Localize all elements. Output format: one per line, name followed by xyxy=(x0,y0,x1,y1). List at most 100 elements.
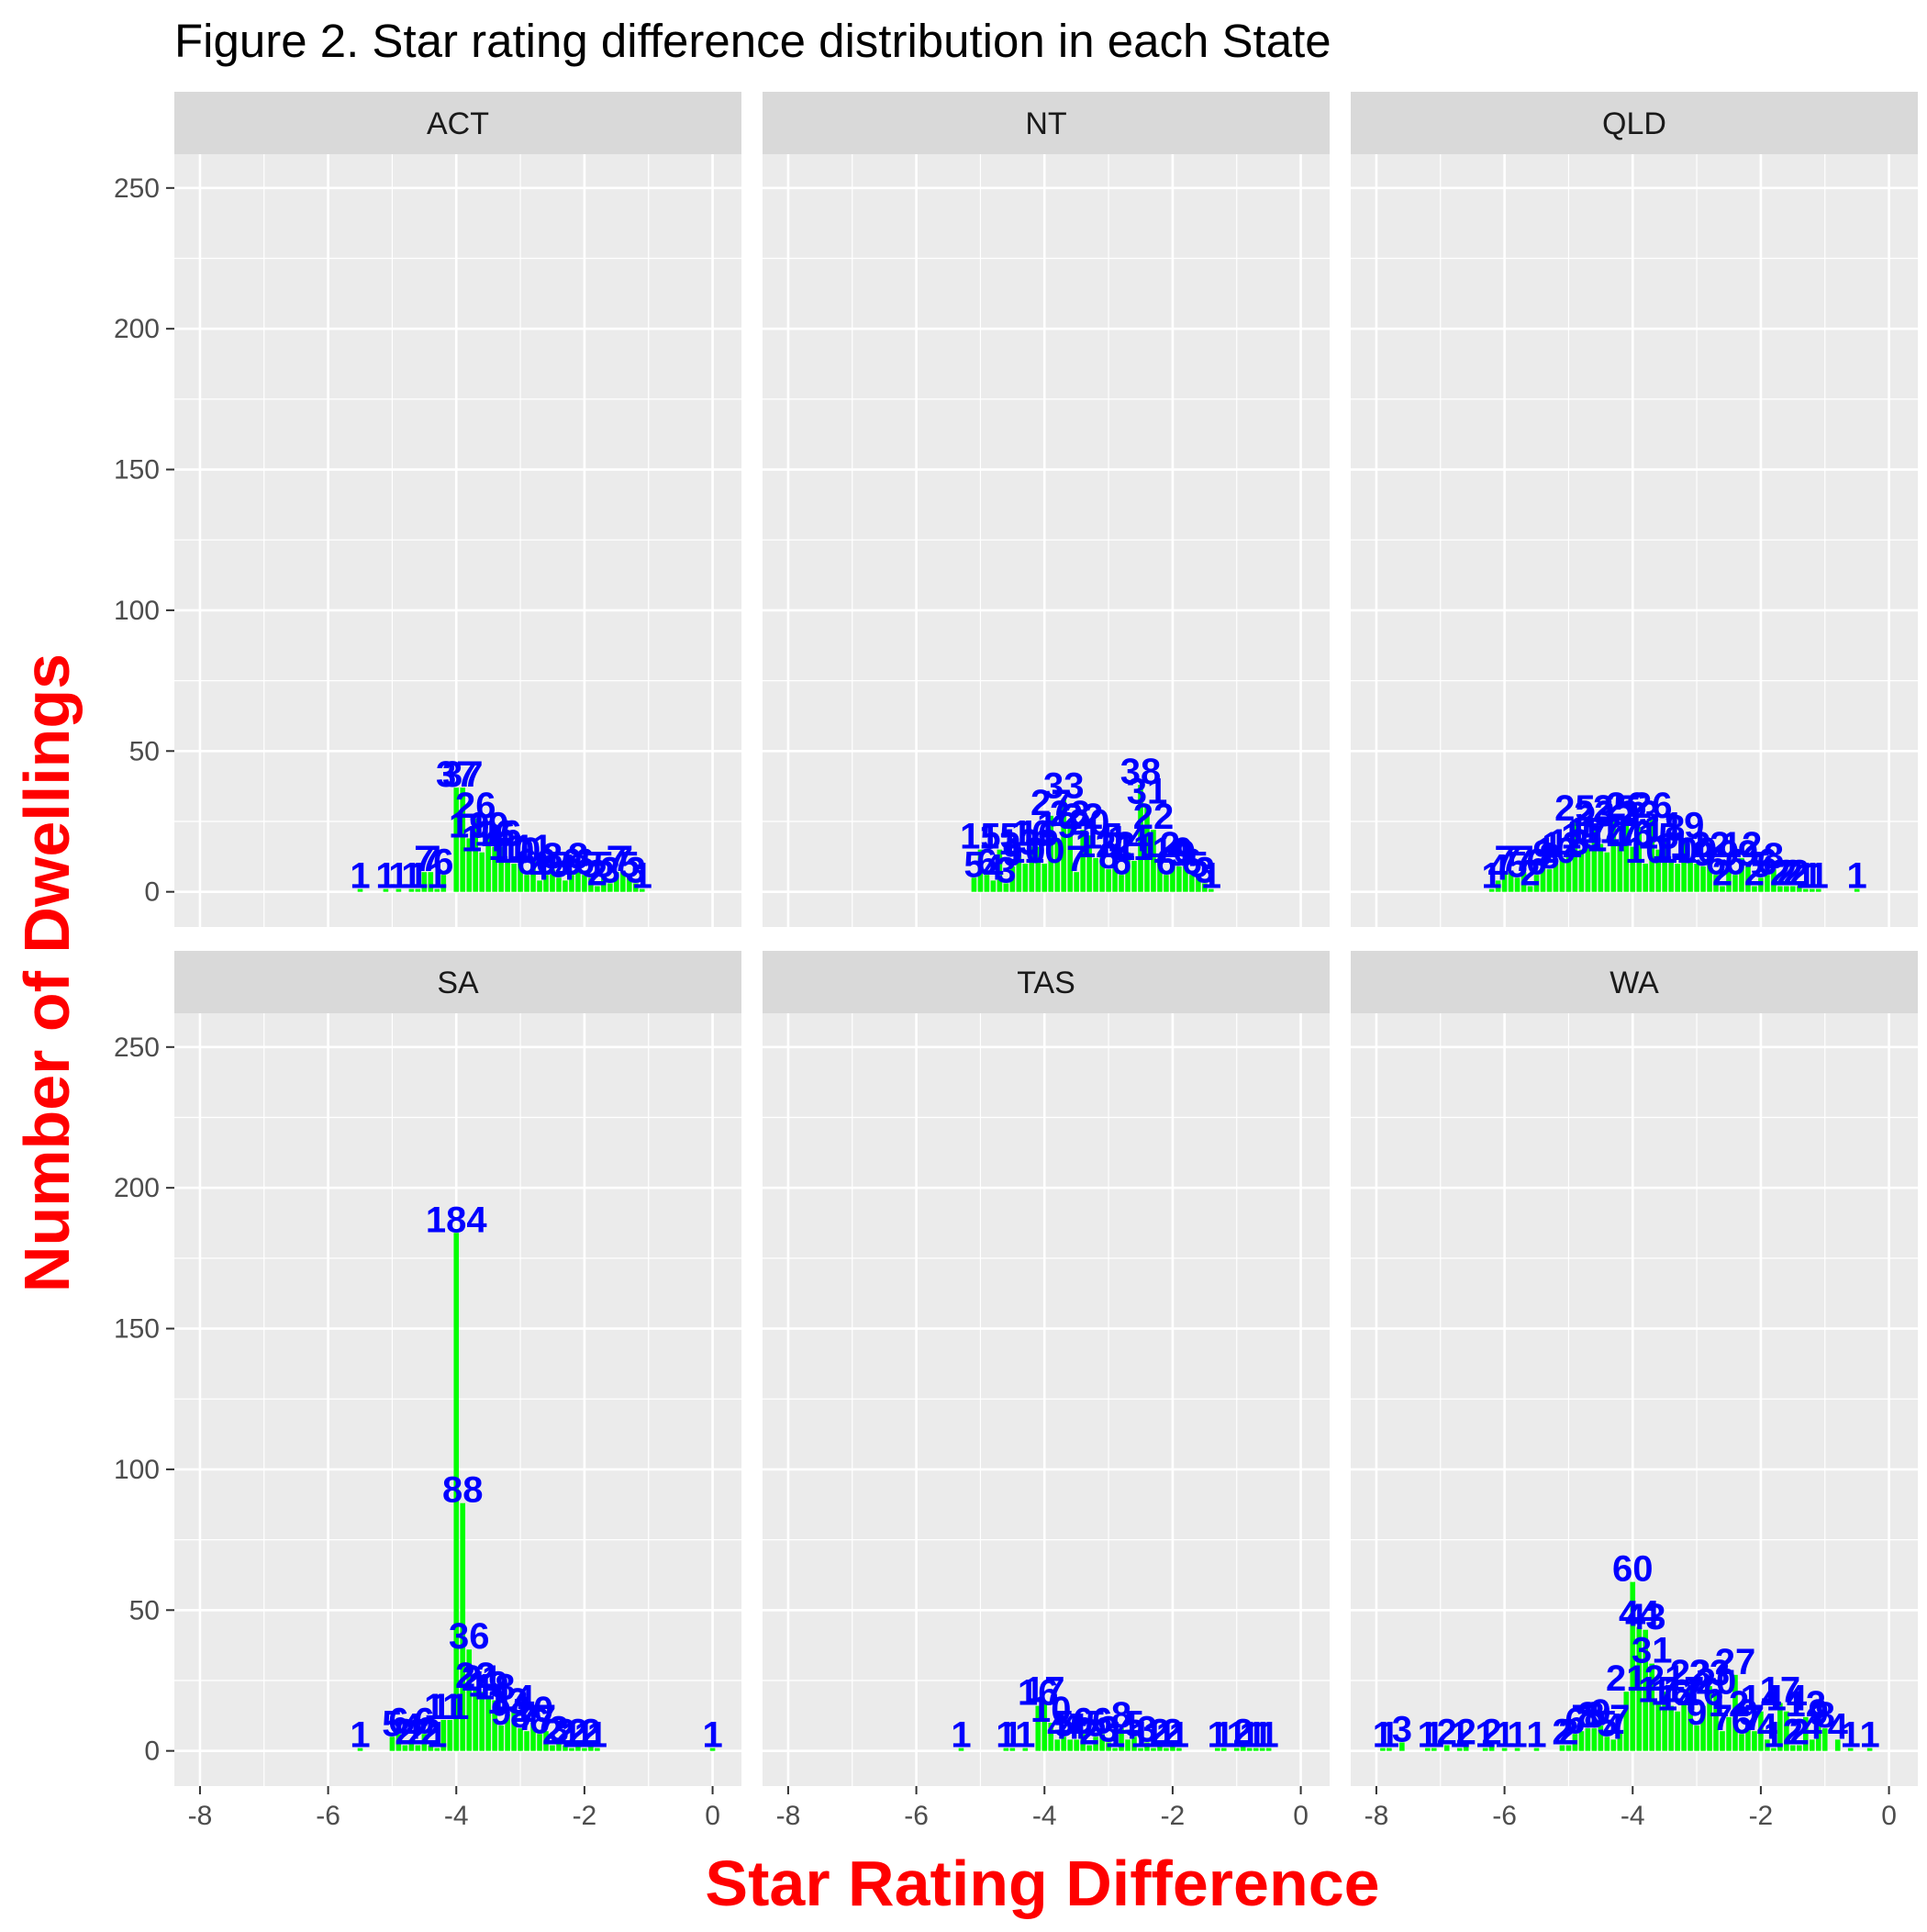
bar xyxy=(1246,1748,1253,1751)
bar xyxy=(1803,888,1809,892)
bar-value-label: 17 xyxy=(1024,1670,1065,1711)
bar xyxy=(984,875,990,892)
y-tick-label: 150 xyxy=(114,455,160,486)
bar-value-label: 2 xyxy=(555,1713,575,1753)
bar-value-label: 12 xyxy=(1786,1684,1827,1725)
bar xyxy=(1585,843,1591,892)
bar xyxy=(1668,860,1674,892)
bar-value-label: 2 xyxy=(407,1713,428,1753)
bar-value-label: 2 xyxy=(1552,1713,1572,1753)
bar xyxy=(1016,854,1022,892)
bar xyxy=(614,872,619,892)
bar-value-label: 1 xyxy=(1526,1715,1546,1756)
bar xyxy=(990,880,997,892)
bar xyxy=(1508,872,1514,892)
bar xyxy=(1164,875,1169,892)
bar-value-label: 14 xyxy=(462,820,503,860)
bar-value-label: 8 xyxy=(1577,1695,1598,1736)
bar xyxy=(1866,1748,1873,1751)
bar xyxy=(1067,827,1073,892)
bar-value-label: 10 xyxy=(1024,831,1065,871)
bar-value-label: 1 xyxy=(1201,856,1221,897)
bar xyxy=(1220,1748,1227,1751)
bar xyxy=(1189,875,1195,892)
bar xyxy=(498,1725,504,1751)
bar-value-label: 7 xyxy=(1744,1698,1765,1738)
bar xyxy=(1029,846,1035,892)
bar-value-label: 3 xyxy=(1392,1709,1412,1749)
bar-value-label: 1 xyxy=(350,856,370,897)
bar-value-label: 5 xyxy=(964,844,984,885)
bar xyxy=(357,888,363,892)
x-tick-label: -4 xyxy=(1032,1801,1057,1831)
bar xyxy=(537,1734,542,1751)
bar-value-label: 7 xyxy=(420,839,440,879)
strip-label-tas: TAS xyxy=(1017,966,1075,1000)
bar xyxy=(1726,866,1732,892)
bar xyxy=(1074,1739,1079,1751)
strip-tas xyxy=(763,951,1330,1013)
bar-value-label: 4 xyxy=(1047,1706,1068,1747)
bar-value-label: 1 xyxy=(1802,856,1822,897)
bar xyxy=(428,872,434,892)
bar-value-label: 43 xyxy=(1625,1597,1666,1637)
bar xyxy=(1520,872,1527,892)
strip-label-wa: WA xyxy=(1610,966,1659,1000)
bar xyxy=(1054,838,1061,892)
bar xyxy=(1681,838,1687,892)
x-tick-label: -4 xyxy=(444,1801,469,1831)
bar xyxy=(563,880,568,892)
bar xyxy=(1572,821,1578,892)
bar xyxy=(1803,1716,1809,1751)
bar xyxy=(556,877,562,892)
bar xyxy=(1700,866,1706,892)
bar xyxy=(550,869,555,892)
bar xyxy=(1681,1703,1687,1751)
bar xyxy=(1655,849,1661,892)
bar xyxy=(428,1745,434,1751)
bar-value-label: 10 xyxy=(494,831,535,871)
bar xyxy=(1630,846,1636,892)
bar xyxy=(524,1731,529,1751)
bar xyxy=(1649,1663,1654,1751)
bar xyxy=(1215,1748,1220,1751)
bar-value-label: 3 xyxy=(626,850,646,890)
bar-value-label: 14 xyxy=(1108,820,1149,860)
bar-value-label: 6 xyxy=(388,1701,408,1741)
bar xyxy=(1578,1731,1585,1751)
bar-value-label: 17 xyxy=(1567,811,1609,852)
bar-value-label: 9 xyxy=(1738,833,1758,874)
bar-value-label: 4 xyxy=(1118,1706,1139,1747)
bar-value-label: 8 xyxy=(1584,1695,1604,1736)
bar-value-label: 3 xyxy=(549,1709,569,1749)
bar-value-label: 9 xyxy=(1169,833,1189,874)
bar-value-label: 2 xyxy=(1456,1713,1476,1753)
panel-background-nt xyxy=(763,154,1330,927)
bar xyxy=(1847,1748,1854,1751)
bar-value-label: 8 xyxy=(1111,1695,1131,1736)
bar xyxy=(575,869,581,892)
panel-background-tas xyxy=(763,1013,1330,1786)
bar xyxy=(1797,886,1802,892)
bar xyxy=(1074,872,1079,892)
bar xyxy=(1425,1748,1431,1751)
bar-value-label: 17 xyxy=(1599,811,1641,852)
bar-value-label: 7 xyxy=(1513,839,1533,879)
bar-value-label: 7 xyxy=(1712,1698,1732,1738)
bar-value-label: 4 xyxy=(983,847,1004,888)
bar xyxy=(1617,843,1623,892)
bar xyxy=(1707,1686,1712,1751)
bar xyxy=(1112,1748,1118,1751)
bar xyxy=(997,849,1003,892)
bar-value-label: 4 xyxy=(529,847,551,888)
bar-value-label: 9 xyxy=(1693,833,1713,874)
bar xyxy=(550,1745,555,1751)
bar xyxy=(415,888,421,892)
bar xyxy=(1726,1716,1732,1751)
panel-nt: NT51564153913101616102719332372220121581… xyxy=(763,92,1330,927)
bar-value-label: 1 xyxy=(587,1715,607,1756)
bar xyxy=(1501,872,1508,892)
x-tick-label: -6 xyxy=(904,1801,929,1831)
bar-value-label: 3 xyxy=(996,850,1016,890)
bar xyxy=(1125,1739,1131,1751)
